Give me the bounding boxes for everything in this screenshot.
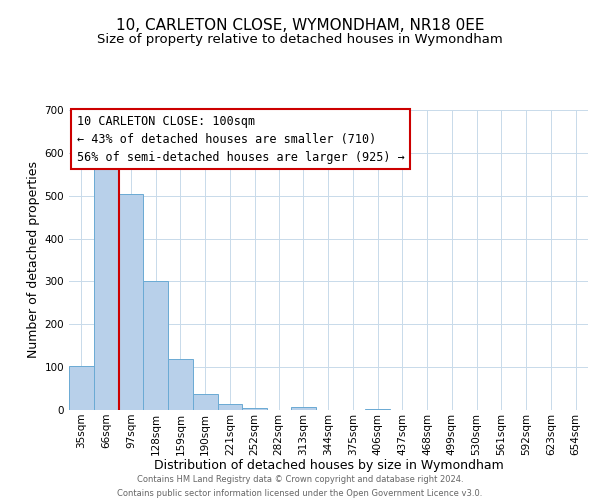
Bar — [365, 408, 390, 410]
Bar — [168, 360, 193, 410]
Bar — [143, 282, 168, 410]
Bar — [242, 408, 267, 410]
X-axis label: Distribution of detached houses by size in Wymondham: Distribution of detached houses by size … — [154, 459, 503, 472]
Bar — [291, 406, 316, 410]
Bar — [193, 394, 218, 410]
Text: Size of property relative to detached houses in Wymondham: Size of property relative to detached ho… — [97, 32, 503, 46]
Bar — [218, 404, 242, 410]
Bar — [69, 366, 94, 410]
Bar — [94, 164, 119, 410]
Text: 10 CARLETON CLOSE: 100sqm
← 43% of detached houses are smaller (710)
56% of semi: 10 CARLETON CLOSE: 100sqm ← 43% of detac… — [77, 114, 404, 164]
Bar — [119, 194, 143, 410]
Text: Contains HM Land Registry data © Crown copyright and database right 2024.
Contai: Contains HM Land Registry data © Crown c… — [118, 476, 482, 498]
Text: 10, CARLETON CLOSE, WYMONDHAM, NR18 0EE: 10, CARLETON CLOSE, WYMONDHAM, NR18 0EE — [116, 18, 484, 32]
Y-axis label: Number of detached properties: Number of detached properties — [28, 162, 40, 358]
